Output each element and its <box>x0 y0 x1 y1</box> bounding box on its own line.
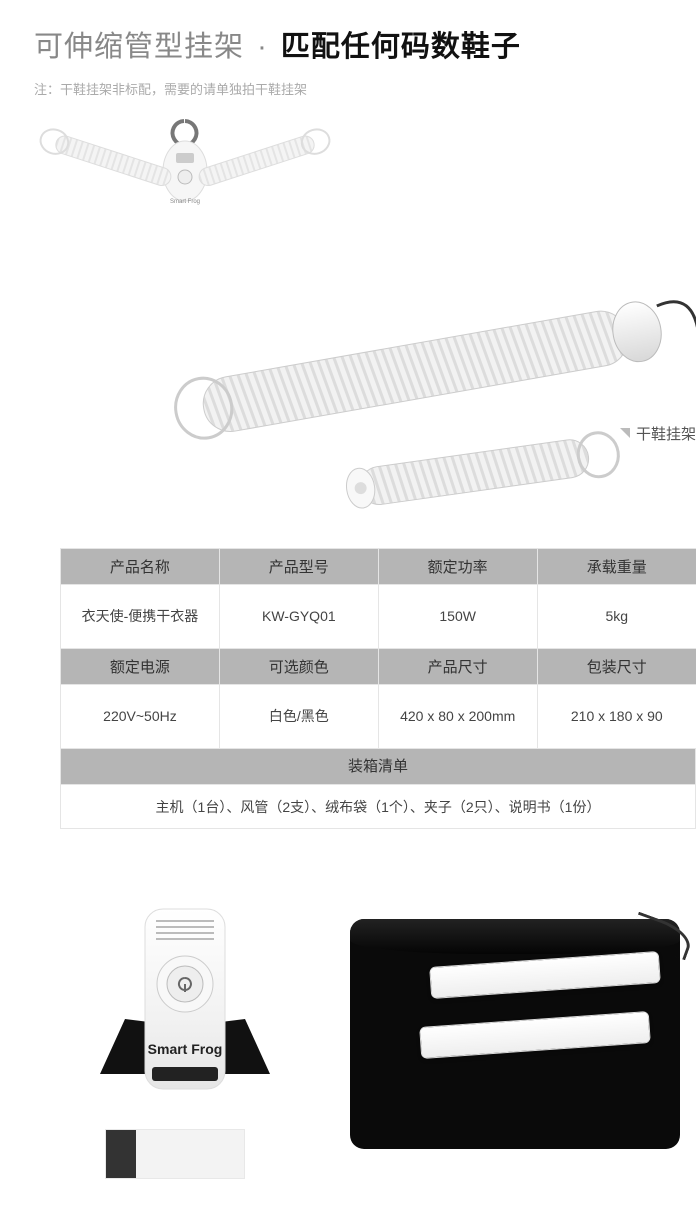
spec-cell: 5kg <box>537 584 696 648</box>
spec-table: 产品名称 产品型号 额定功率 承载重量 衣天使-便携干衣器 KW-GYQ01 1… <box>60 548 696 749</box>
spec-header: 产品名称 <box>61 548 220 584</box>
svg-text:Smart Frog: Smart Frog <box>170 199 200 205</box>
spec-cell: 白色/黑色 <box>219 684 378 748</box>
hero-illustration: Smart Frog <box>0 98 696 548</box>
spec-header: 产品尺寸 <box>378 648 537 684</box>
bottom-illustration: Smart Frog <box>0 899 696 1179</box>
spec-cell: KW-GYQ01 <box>219 584 378 648</box>
tube-graphic <box>140 248 696 548</box>
spec-header: 额定电源 <box>61 648 220 684</box>
spec-cell: 衣天使-便携干衣器 <box>61 584 220 648</box>
title-separator: · <box>257 31 268 63</box>
title-bold: 匹配任何码数鞋子 <box>281 31 521 63</box>
device-brand-text: Smart Frog <box>148 1041 223 1057</box>
device-graphic: Smart Frog <box>90 899 280 1129</box>
spec-header-row-1: 产品名称 产品型号 额定功率 承载重量 <box>61 548 696 584</box>
manual-card <box>105 1129 245 1179</box>
packing-list-header: 装箱清单 <box>60 749 696 785</box>
spec-header-row-2: 额定电源 可选颜色 产品尺寸 包装尺寸 <box>61 648 696 684</box>
spec-row-2: 220V~50Hz 白色/黑色 420 x 80 x 200mm 210 x 1… <box>61 684 696 748</box>
spec-cell: 150W <box>378 584 537 648</box>
spec-cell: 420 x 80 x 200mm <box>378 684 537 748</box>
callout-arrow-icon <box>620 428 630 438</box>
title-light: 可伸缩管型挂架 <box>34 31 244 63</box>
spec-header: 可选颜色 <box>219 648 378 684</box>
spec-header: 包装尺寸 <box>537 648 696 684</box>
spec-row-1: 衣天使-便携干衣器 KW-GYQ01 150W 5kg <box>61 584 696 648</box>
callout: 干鞋挂架 <box>620 423 696 444</box>
callout-label: 干鞋挂架 <box>636 423 696 444</box>
spec-cell: 220V~50Hz <box>61 684 220 748</box>
spec-cell: 210 x 180 x 90 <box>537 684 696 748</box>
spec-header: 承载重量 <box>537 548 696 584</box>
header: 可伸缩管型挂架 · 匹配任何码数鞋子 注：干鞋挂架非标配，需要的请单独拍干鞋挂架 <box>0 0 696 98</box>
spec-header: 额定功率 <box>378 548 537 584</box>
header-note: 注：干鞋挂架非标配，需要的请单独拍干鞋挂架 <box>34 79 696 98</box>
spec-header: 产品型号 <box>219 548 378 584</box>
page-title: 可伸缩管型挂架 · 匹配任何码数鞋子 <box>34 30 696 65</box>
packing-list-content: 主机（1台）、风管（2支）、绒布袋（1个）、夹子（2只）、说明书（1份） <box>60 785 696 829</box>
